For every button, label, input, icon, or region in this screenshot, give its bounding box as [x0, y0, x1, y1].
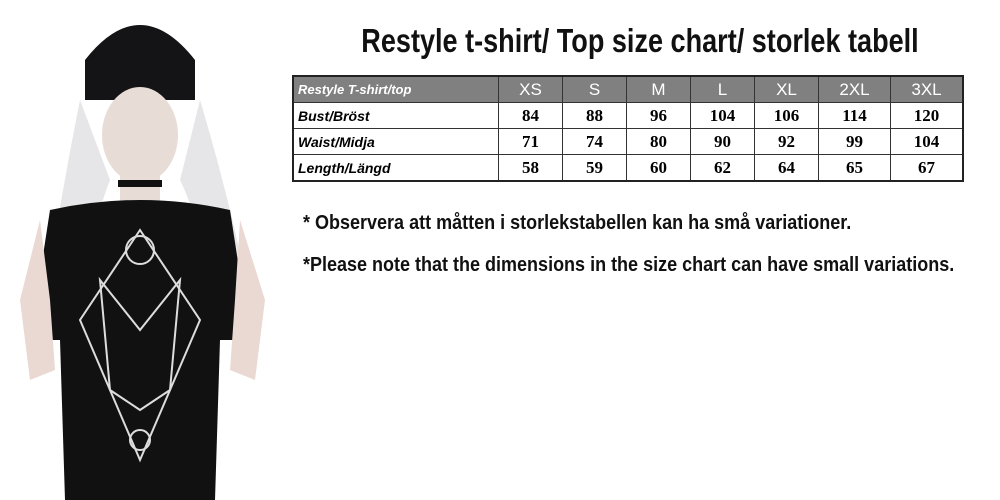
header-label: Restyle T-shirt/top — [292, 75, 499, 103]
row-label: Waist/Midja — [292, 128, 499, 155]
table-header-row: Restyle T-shirt/top XS S M L XL 2XL 3XL — [292, 75, 964, 103]
cell: 96 — [626, 102, 691, 129]
page-title: Restyle t-shirt/ Top size chart/ storlek… — [361, 22, 919, 59]
table-row: Length/Längd 58 59 60 62 64 65 67 — [292, 154, 964, 182]
table-row: Bust/Bröst 84 88 96 104 106 114 120 — [292, 102, 964, 129]
row-label: Bust/Bröst — [292, 102, 499, 129]
size-header: S — [562, 75, 627, 103]
size-header: XL — [754, 75, 819, 103]
cell: 106 — [754, 102, 819, 129]
cell: 104 — [690, 102, 755, 129]
cell: 59 — [562, 154, 627, 182]
cell: 62 — [690, 154, 755, 182]
cell: 92 — [754, 128, 819, 155]
cell: 67 — [890, 154, 964, 182]
size-header: M — [626, 75, 691, 103]
size-header: L — [690, 75, 755, 103]
cell: 74 — [562, 128, 627, 155]
cell: 104 — [890, 128, 964, 155]
row-label: Length/Längd — [292, 154, 499, 182]
size-header: 2XL — [818, 75, 891, 103]
note-swedish: * Observera att måtten i storlekstabelle… — [303, 212, 852, 234]
cell: 58 — [498, 154, 563, 182]
cell: 65 — [818, 154, 891, 182]
size-header: 3XL — [890, 75, 964, 103]
cell: 60 — [626, 154, 691, 182]
note-english: *Please note that the dimensions in the … — [303, 254, 955, 276]
size-chart-table: Restyle T-shirt/top XS S M L XL 2XL 3XL … — [292, 75, 964, 182]
cell: 80 — [626, 128, 691, 155]
cell: 64 — [754, 154, 819, 182]
size-header: XS — [498, 75, 563, 103]
cell: 88 — [562, 102, 627, 129]
cell: 71 — [498, 128, 563, 155]
cell: 99 — [818, 128, 891, 155]
cell: 114 — [818, 102, 891, 129]
cell: 90 — [690, 128, 755, 155]
model-photo — [0, 0, 290, 500]
cell: 120 — [890, 102, 964, 129]
cell: 84 — [498, 102, 563, 129]
table-row: Waist/Midja 71 74 80 90 92 99 104 — [292, 128, 964, 155]
